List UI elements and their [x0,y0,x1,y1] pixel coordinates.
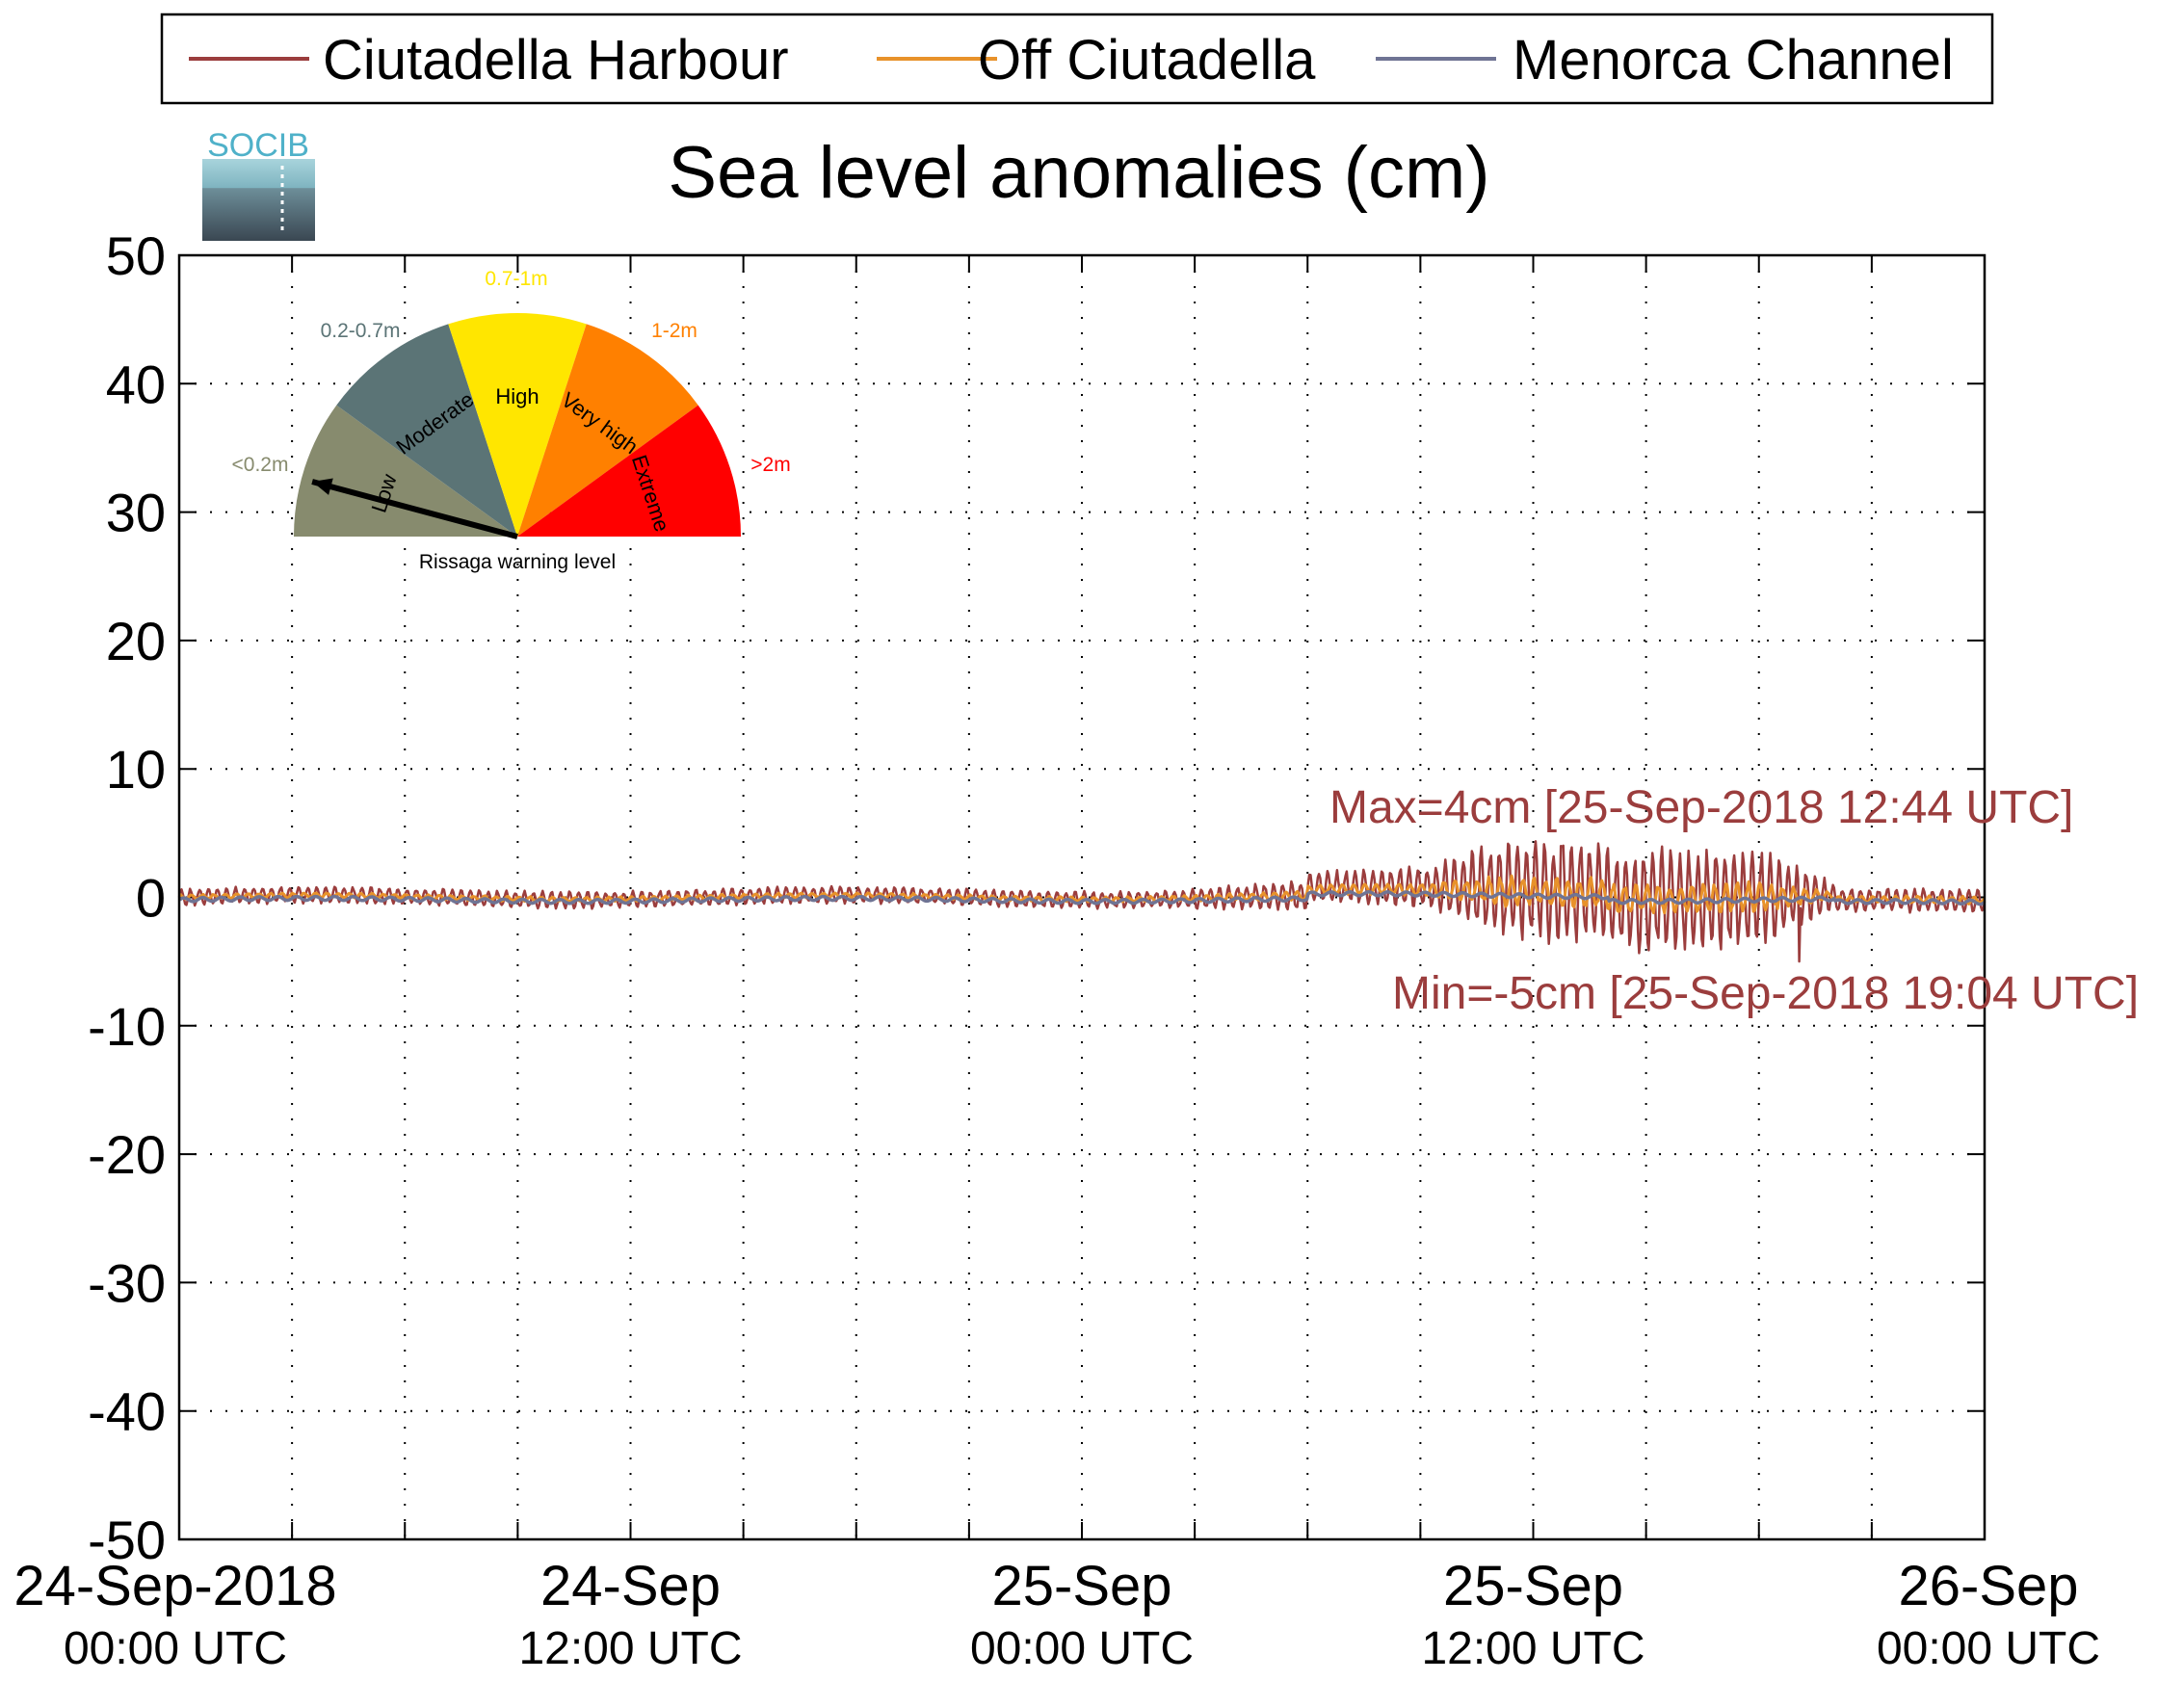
logo-block [202,159,315,241]
x-tick-label-date: 26-Sep [1898,1555,2078,1617]
legend-label-3: Menorca Channel [1513,29,1954,92]
y-tick-label: 30 [106,483,166,543]
x-tick-label-date: 25-Sep [1443,1555,1623,1617]
x-tick-label-time: 12:00 UTC [518,1623,742,1674]
gauge-segment-5 [517,405,741,537]
logo-text: SOCIB [207,127,309,164]
gauge-range-label: 1-2m [651,320,697,342]
y-tick-label: -30 [88,1252,166,1313]
legend-box [160,13,1994,105]
y-tick-label: 10 [106,739,166,800]
gauge-caption: Rissaga warning level [419,551,616,573]
max-annotation: Max=4cm [25-Sep-2018 12:44 UTC] [1329,782,2073,833]
gauge-segment-2 [336,324,517,537]
y-tick-label: -10 [88,996,166,1057]
y-tick-label: 0 [136,868,166,929]
y-tick-label: -20 [88,1124,166,1185]
y-tick-label: -50 [88,1510,166,1570]
gauge-segment-label: High [495,384,539,408]
gauge-range-label: <0.2m [232,454,289,476]
gauge-segment-1 [294,405,517,537]
y-tick-label: 50 [106,225,166,286]
x-tick-label-date: 24-Sep-2018 [13,1555,336,1617]
x-tick-label-date: 25-Sep [991,1555,1171,1617]
socib-logo: SOCIB [202,127,315,241]
plot-frame [177,253,1987,1541]
y-tick-label: -40 [88,1381,166,1442]
legend-label-1: Ciutadella Harbour [323,29,789,92]
legend: Ciutadella Harbour Off Ciutadella Menorca … [160,13,1994,105]
legend-label-2: Off Ciutadella [978,29,1316,92]
y-tick-label: 20 [106,611,166,671]
gauge-needle [311,479,518,539]
x-tick-label-date: 24-Sep [540,1555,721,1617]
y-tick-label: 40 [106,354,166,414]
gauge-range-label: >2m [750,454,790,476]
x-tick-label-time: 12:00 UTC [1421,1623,1645,1674]
x-tick-label-time: 00:00 UTC [1877,1623,2100,1674]
series-line-3 [178,890,1986,906]
x-tick-label-time: 00:00 UTC [64,1623,287,1674]
gauge-range-label: 0.7-1m [485,268,547,290]
gauge-range-label: 0.2-0.7m [321,320,401,342]
gauge-needle-head [312,478,333,495]
chart-title: Sea level anomalies (cm) [668,132,1489,214]
gauge-segment-4 [517,324,698,537]
min-annotation: Min=-5cm [25-Sep-2018 19:04 UTC] [1392,968,2139,1019]
x-tick-label-time: 00:00 UTC [970,1623,1194,1674]
gauge-segment-3 [448,313,587,537]
